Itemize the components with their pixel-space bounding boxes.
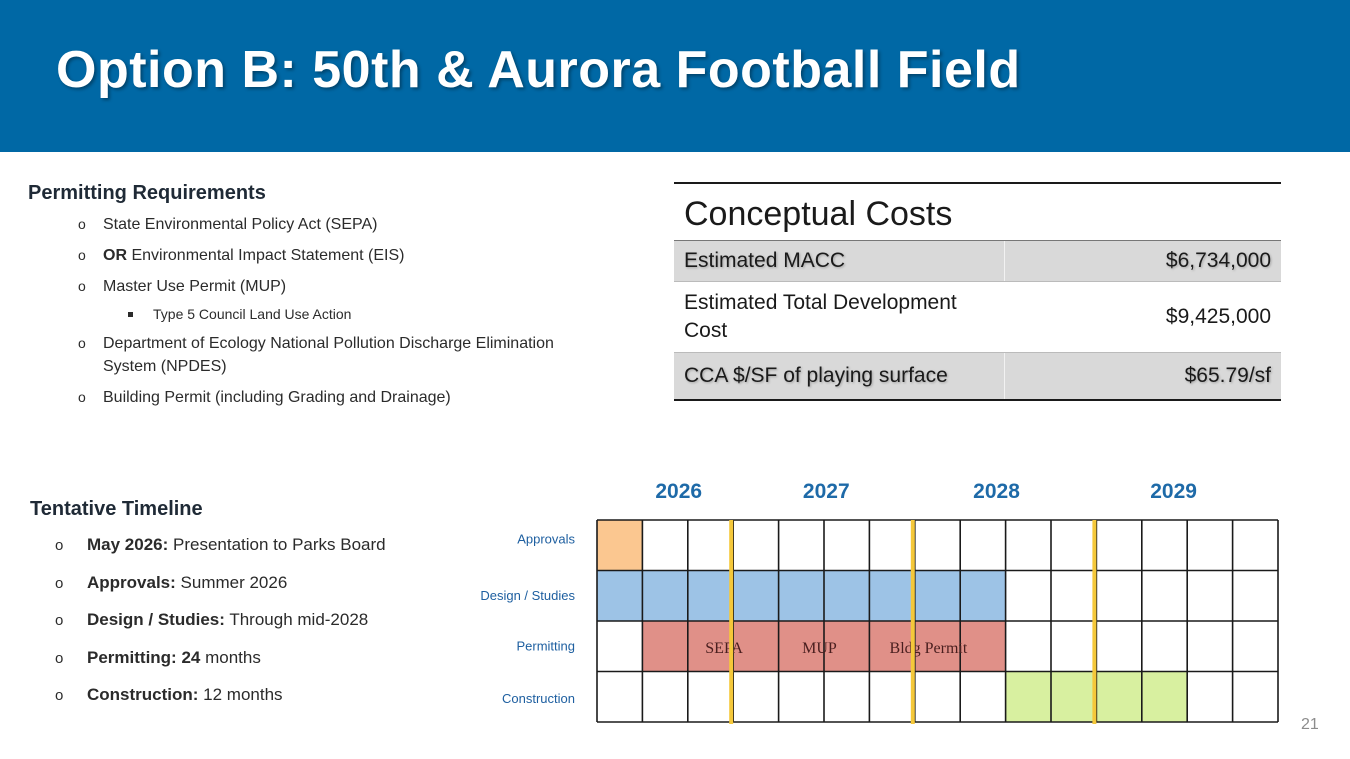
permitting-sub-item: Type 5 Council Land Use Action: [28, 303, 588, 326]
row-label: Construction: [502, 691, 575, 706]
row-label: Permitting: [516, 638, 575, 653]
year-label: 2027: [803, 480, 850, 503]
gantt-bar: [597, 570, 1006, 621]
timeline-item: Approvals: Summer 2026: [30, 571, 470, 596]
permitting-item: Master Use Permit (MUP): [28, 275, 588, 298]
timeline-item: Design / Studies: Through mid-2028: [30, 608, 470, 633]
cost-value: $9,425,000: [1165, 305, 1271, 328]
year-label: 2026: [655, 480, 702, 503]
permitting-heading: Permitting Requirements: [28, 182, 266, 204]
permitting-item: Building Permit (including Grading and D…: [28, 386, 588, 409]
costs-title: Conceptual Costs: [674, 184, 1281, 241]
gantt-bar: [597, 520, 643, 571]
row-label: Approvals: [517, 531, 575, 546]
cost-label: CCA $/SF of playing surface: [674, 353, 1005, 399]
cost-row: CCA $/SF of playing surface $65.79/sf: [674, 353, 1281, 399]
timeline-list: May 2026: Presentation to Parks Board Ap…: [30, 533, 470, 708]
page-number: 21: [1301, 716, 1319, 733]
timeline-section: Tentative Timeline May 2026: Presentatio…: [30, 498, 470, 721]
cost-value: $65.79/sf: [1184, 364, 1271, 387]
gantt-chart: 2026 2027 2028 2029 Approvals Design / Studie…: [480, 480, 1279, 724]
cost-label: Estimated MACC: [674, 241, 1005, 281]
permitting-section: Permitting Requirements State Environmen…: [28, 182, 588, 417]
slide-title: Option B: 50th & Aurora Football Field: [56, 41, 1021, 99]
title-banner: Option B: 50th & Aurora Football Field: [0, 0, 1350, 152]
row-label: Design / Studies: [480, 588, 575, 603]
permitting-list: State Environmental Policy Act (SEPA) OR…: [28, 213, 588, 409]
timeline-heading: Tentative Timeline: [30, 498, 203, 520]
timeline-item: Construction: 12 months: [30, 683, 470, 708]
conceptual-costs-table: Conceptual Costs Estimated MACC $6,734,0…: [674, 182, 1281, 401]
cost-row: Estimated Total Development Cost $9,425,…: [674, 281, 1281, 353]
permit-phase-label: Bldg Permit: [890, 640, 968, 657]
permitting-item: OR Environmental Impact Statement (EIS): [28, 244, 588, 267]
permitting-item: Department of Ecology National Pollution…: [28, 332, 588, 378]
permit-phase-label: SEPA: [705, 640, 743, 657]
year-label: 2028: [973, 480, 1020, 503]
timeline-item: Permitting: 24 months: [30, 646, 470, 671]
permitting-item: State Environmental Policy Act (SEPA): [28, 213, 588, 236]
cost-row: Estimated MACC $6,734,000: [674, 241, 1281, 281]
year-label: 2029: [1150, 480, 1197, 503]
cost-label: Estimated Total Development Cost: [684, 291, 957, 342]
timeline-item: May 2026: Presentation to Parks Board: [30, 533, 470, 558]
permit-phase-label: MUP: [802, 640, 837, 657]
cost-value: $6,734,000: [1165, 249, 1271, 272]
